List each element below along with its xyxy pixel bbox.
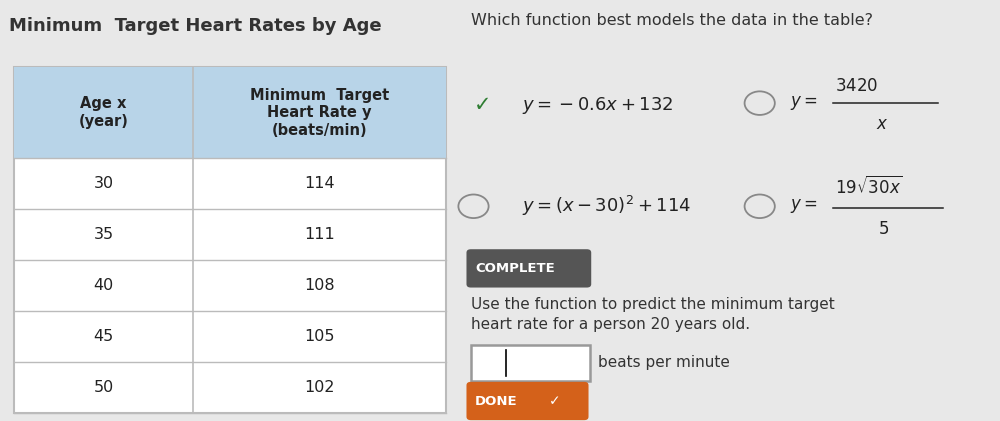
Text: 50: 50 [93, 380, 114, 394]
Text: $y =$: $y =$ [790, 197, 818, 215]
Text: $19\sqrt{30x}$: $19\sqrt{30x}$ [835, 176, 903, 198]
Text: COMPLETE: COMPLETE [475, 262, 555, 275]
Text: 40: 40 [93, 278, 114, 293]
Text: Age x
(year): Age x (year) [79, 96, 128, 129]
Text: $y = (x - 30)^2 + 114$: $y = (x - 30)^2 + 114$ [522, 194, 691, 218]
Text: $x$: $x$ [876, 115, 888, 133]
Text: 45: 45 [93, 329, 114, 344]
Text: Minimum  Target
Heart Rate y
(beats/min): Minimum Target Heart Rate y (beats/min) [250, 88, 389, 138]
FancyBboxPatch shape [466, 382, 589, 420]
Text: 102: 102 [304, 380, 335, 394]
Text: Which function best models the data in the table?: Which function best models the data in t… [471, 13, 873, 28]
Text: 111: 111 [304, 227, 335, 242]
Text: 114: 114 [304, 176, 335, 191]
Text: 108: 108 [304, 278, 335, 293]
FancyBboxPatch shape [471, 345, 590, 381]
Text: 105: 105 [304, 329, 335, 344]
Text: Minimum  Target Heart Rates by Age: Minimum Target Heart Rates by Age [9, 17, 382, 35]
Text: $y = -0.6x + 132$: $y = -0.6x + 132$ [522, 95, 673, 116]
Text: ✓: ✓ [474, 95, 491, 115]
Text: $y =$: $y =$ [790, 94, 818, 112]
Text: 35: 35 [93, 227, 114, 242]
Text: $3420$: $3420$ [835, 77, 878, 95]
Text: ✓: ✓ [549, 394, 560, 408]
FancyBboxPatch shape [466, 249, 591, 288]
Text: DONE: DONE [475, 395, 518, 408]
Text: $5$: $5$ [879, 221, 890, 238]
Text: 30: 30 [93, 176, 114, 191]
Text: beats per minute: beats per minute [598, 355, 730, 370]
FancyBboxPatch shape [14, 67, 446, 158]
Text: Use the function to predict the minimum target
heart rate for a person 20 years : Use the function to predict the minimum … [471, 297, 835, 332]
FancyBboxPatch shape [14, 67, 446, 413]
